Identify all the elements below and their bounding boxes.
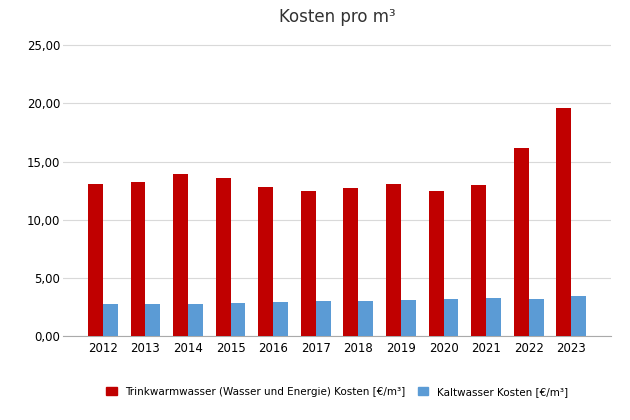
- Bar: [258, 187, 273, 336]
- Title: Kosten pro m³: Kosten pro m³: [278, 8, 396, 26]
- Bar: [571, 297, 586, 336]
- Bar: [215, 178, 231, 336]
- Bar: [358, 301, 373, 336]
- Legend: Trinkwarmwasser (Wasser und Energie) Kosten [€/m³], Kaltwasser Kosten [€/m³]: Trinkwarmwasser (Wasser und Energie) Kos…: [103, 383, 571, 400]
- Bar: [301, 191, 316, 336]
- Bar: [529, 299, 544, 336]
- Bar: [173, 174, 188, 336]
- Bar: [316, 301, 331, 336]
- Bar: [401, 300, 416, 336]
- Bar: [188, 304, 203, 336]
- Bar: [231, 303, 246, 336]
- Bar: [386, 184, 401, 336]
- Bar: [486, 298, 501, 336]
- Bar: [343, 188, 358, 336]
- Bar: [103, 304, 118, 336]
- Bar: [471, 185, 486, 336]
- Bar: [130, 182, 146, 336]
- Bar: [146, 304, 160, 336]
- Bar: [444, 299, 459, 336]
- Bar: [273, 302, 288, 336]
- Bar: [428, 191, 444, 336]
- Bar: [88, 184, 103, 336]
- Bar: [556, 108, 571, 336]
- Bar: [514, 147, 529, 336]
